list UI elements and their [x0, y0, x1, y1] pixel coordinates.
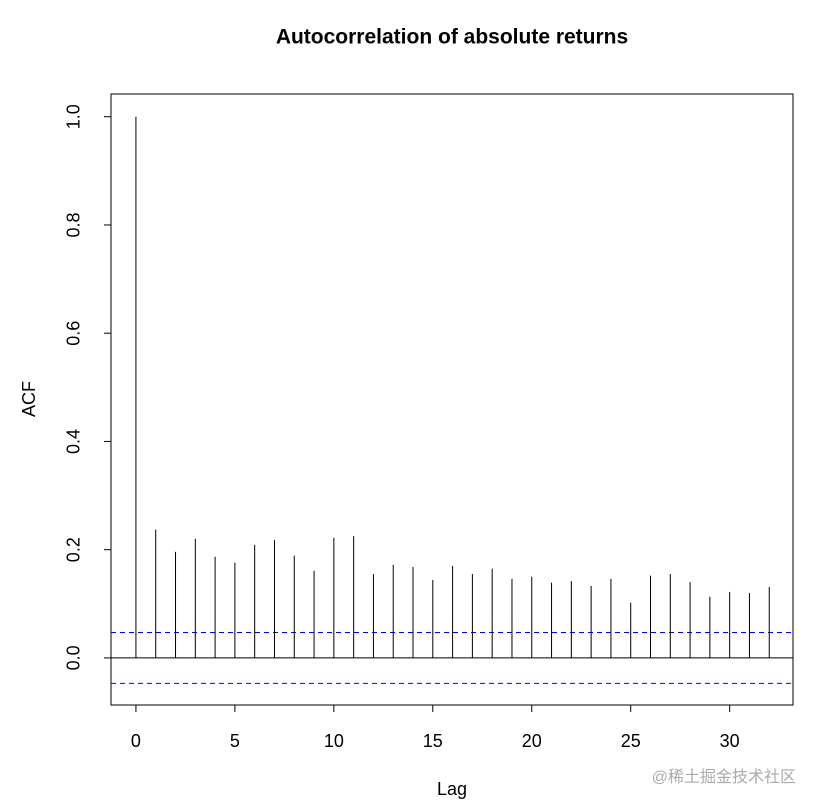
x-tick-label: 15	[423, 731, 443, 751]
x-tick-label: 0	[131, 731, 141, 751]
y-tick-label: 1.0	[64, 104, 84, 129]
x-tick-label: 5	[230, 731, 240, 751]
x-tick-label: 30	[720, 731, 740, 751]
x-tick-label: 20	[522, 731, 542, 751]
x-tick-label: 25	[621, 731, 641, 751]
y-tick-label: 0.0	[64, 645, 84, 670]
plot-frame	[110, 93, 794, 706]
chart-title: Autocorrelation of absolute returns	[276, 26, 628, 49]
watermark: @稀土掘金技术社区	[652, 768, 796, 786]
x-axis-label: Lag	[437, 779, 467, 799]
y-tick-label: 0.4	[64, 429, 84, 454]
y-tick-label: 0.8	[64, 212, 84, 237]
y-tick-label: 0.2	[64, 537, 84, 562]
y-tick-label: 0.6	[64, 321, 84, 346]
y-axis-label: ACF	[19, 381, 39, 417]
x-tick-label: 10	[324, 731, 344, 751]
